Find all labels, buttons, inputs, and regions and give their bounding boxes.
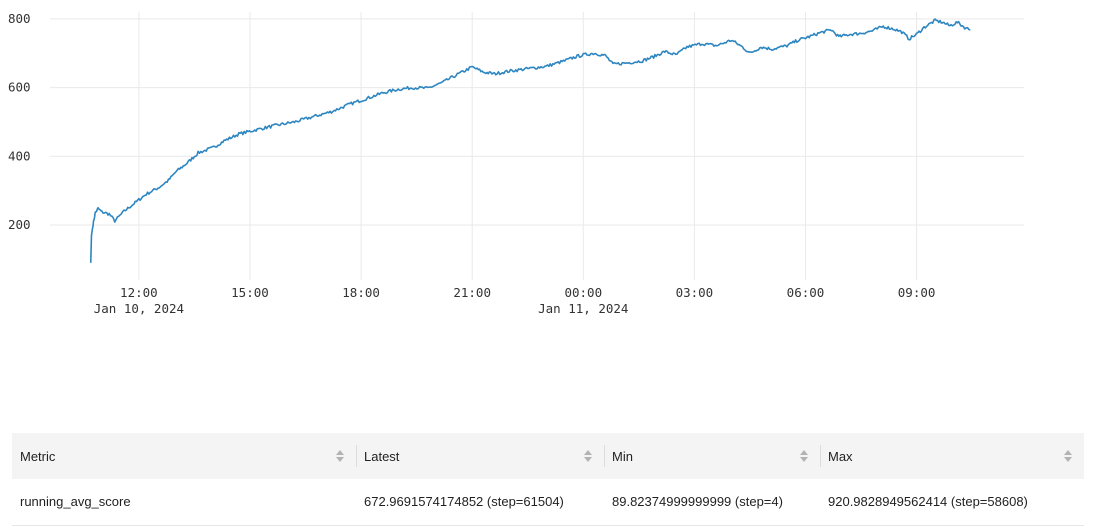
column-header-label: Latest — [364, 448, 400, 464]
cell-metric: running_avg_score — [20, 494, 131, 510]
x-tick-label: 03:00 — [676, 285, 714, 300]
y-tick-label: 800 — [8, 11, 31, 26]
x-tick-label: 00:00 — [564, 285, 602, 300]
cell-min: 89.82374999999999 (step=4) — [612, 494, 783, 510]
y-tick-label: 200 — [8, 217, 31, 232]
column-header-metric[interactable]: Metric — [12, 433, 356, 479]
x-tick-date-label: Jan 11, 2024 — [538, 301, 628, 316]
cell-latest: 672.9691574174852 (step=61504) — [364, 494, 564, 510]
cell-max: 920.9828949562414 (step=58608) — [828, 494, 1028, 510]
metrics-table: Metric Latest Min Max running_avg_score … — [12, 433, 1084, 526]
sort-icon[interactable] — [584, 450, 592, 462]
x-tick-label: 09:00 — [898, 285, 936, 300]
x-tick-label: 06:00 — [787, 285, 825, 300]
column-header-latest[interactable]: Latest — [356, 433, 604, 479]
sort-icon[interactable] — [800, 450, 808, 462]
column-header-label: Min — [612, 448, 633, 464]
y-axis: 200 400 600 800 — [8, 11, 31, 232]
x-tick-date-label: Jan 10, 2024 — [94, 301, 184, 316]
sort-icon[interactable] — [1064, 450, 1072, 462]
x-tick-label: 21:00 — [453, 285, 491, 300]
x-tick-label: 12:00 — [120, 285, 158, 300]
column-header-min[interactable]: Min — [604, 433, 820, 479]
table-row[interactable]: running_avg_score 672.9691574174852 (ste… — [12, 479, 1084, 525]
chart-grid — [50, 12, 1024, 280]
x-tick-label: 15:00 — [231, 285, 269, 300]
sort-icon[interactable] — [336, 450, 344, 462]
y-tick-label: 400 — [8, 148, 31, 163]
x-tick-label: 18:00 — [342, 285, 380, 300]
column-header-label: Max — [828, 448, 853, 464]
y-tick-label: 600 — [8, 80, 31, 95]
series-line-running-avg-score[interactable] — [89, 18, 971, 263]
table-header-row: Metric Latest Min Max — [12, 433, 1084, 479]
column-header-max[interactable]: Max — [820, 433, 1084, 479]
column-header-label: Metric — [20, 448, 56, 464]
